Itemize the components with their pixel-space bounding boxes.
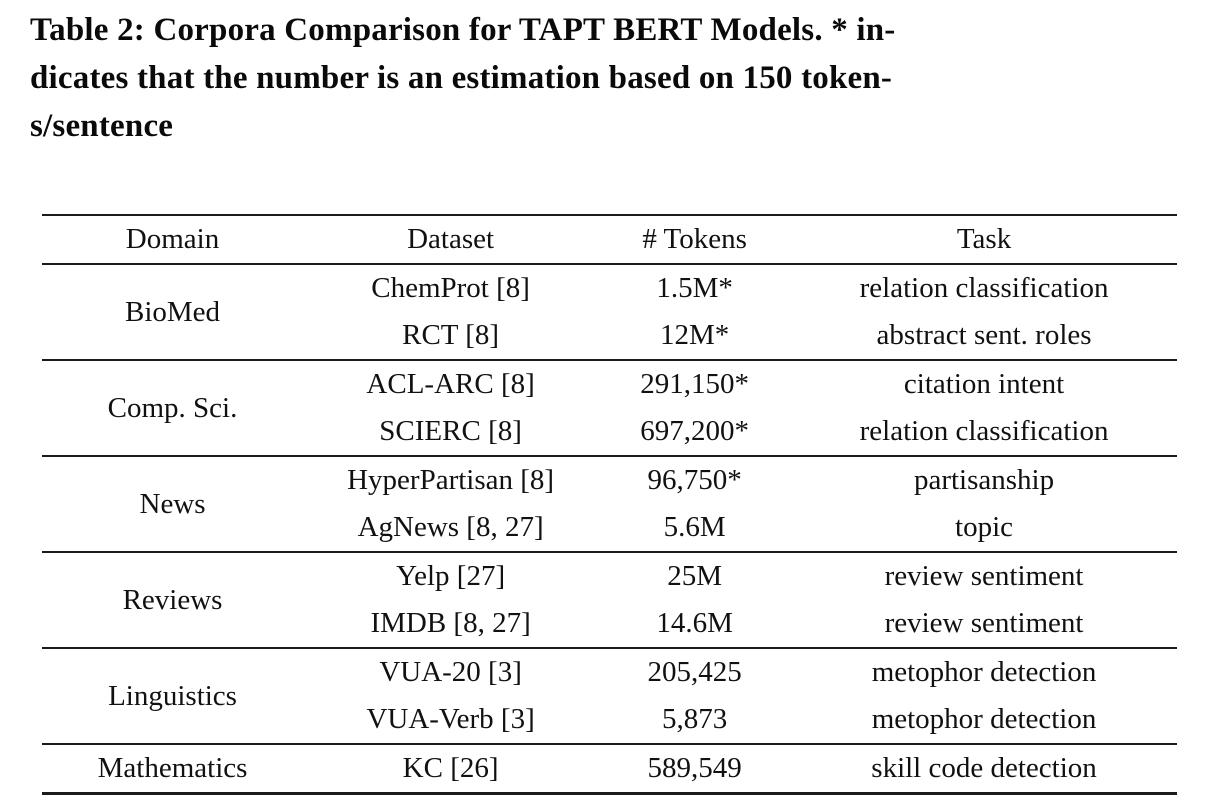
- table-row: IMDB [8, 27] 14.6M review sentiment: [42, 600, 1177, 648]
- table-row: SCIERC [8] 697,200* relation classificatio…: [42, 408, 1177, 456]
- table-row: AgNews [8, 27] 5.6M topic: [42, 504, 1177, 552]
- task-cell: citation intent: [903, 368, 1065, 400]
- table-row: BioMed ChemProt [8] 1.5M* relation classifi…: [42, 264, 1177, 328]
- table-row: VUA-Verb [3] 5,873 metophor detection: [42, 696, 1177, 744]
- table-caption: Table 2: Corpora Comparison for TAPT BER…: [30, 6, 1190, 150]
- tokens-cell: 1.5M*: [656, 272, 733, 304]
- dataset-cell: RCT [8]: [402, 319, 500, 351]
- dataset-cell: KC [26]: [402, 752, 499, 784]
- task-cell: review sentiment: [884, 560, 1084, 592]
- table-row: News HyperPartisan [8] 96,750* partisanship: [42, 456, 1177, 520]
- domain-group-comp-sci: Comp. Sci. ACL-ARC [8] 291,150* citation in…: [42, 360, 1177, 456]
- domain-cell: News: [139, 487, 206, 520]
- domain-cell: BioMed: [124, 295, 221, 328]
- task-cell: metophor detection: [871, 703, 1097, 735]
- table-head: Domain Dataset # Tokens Task: [42, 215, 1177, 264]
- task-cell: abstract sent. roles: [876, 319, 1092, 351]
- column-header-dataset: Dataset: [407, 223, 495, 255]
- domain-cell: Linguistics: [108, 679, 237, 712]
- header-row: Domain Dataset # Tokens Task: [42, 215, 1177, 264]
- tokens-cell: 5,873: [661, 703, 728, 735]
- caption-line-2: dicates that the number is an estimation…: [30, 60, 893, 96]
- column-header-domain: Domain: [125, 223, 220, 255]
- tokens-cell: 291,150*: [640, 368, 749, 400]
- tokens-cell: 96,750*: [647, 464, 742, 496]
- column-header-tokens: # Tokens: [642, 223, 747, 255]
- domain-group-mathematics: Mathematics KC [26] 589,549 skill code dete…: [42, 744, 1177, 794]
- domain-group-news: News HyperPartisan [8] 96,750* partisanship…: [42, 456, 1177, 552]
- table-row: RCT [8] 12M* abstract sent. roles: [42, 312, 1177, 360]
- domain-cell: Comp. Sci.: [107, 391, 238, 424]
- caption-line-3: s/sentence: [30, 108, 174, 144]
- dataset-cell: AgNews [8, 27]: [357, 511, 544, 543]
- domain-group-reviews: Reviews Yelp [27] 25M review sentiment IMDB …: [42, 552, 1177, 648]
- tokens-cell: 5.6M: [663, 511, 726, 543]
- table-row: Linguistics VUA-20 [3] 205,425 metophor det…: [42, 648, 1177, 712]
- tokens-cell: 25M: [667, 560, 722, 592]
- task-cell: partisanship: [913, 464, 1055, 496]
- dataset-cell: VUA-Verb [3]: [366, 703, 535, 735]
- tokens-cell: 14.6M: [656, 607, 733, 639]
- column-header-task: Task: [956, 223, 1012, 255]
- table-row: Mathematics KC [26] 589,549 skill code dete…: [42, 744, 1177, 794]
- tokens-cell: 697,200*: [640, 415, 749, 447]
- dataset-cell: ACL-ARC [8]: [366, 368, 535, 400]
- tokens-cell: 12M*: [659, 319, 730, 351]
- domain-cell: Reviews: [122, 583, 223, 616]
- task-cell: metophor detection: [871, 656, 1097, 688]
- dataset-cell: Yelp [27]: [396, 560, 506, 592]
- caption-line-1: Table 2: Corpora Comparison for TAPT BER…: [30, 12, 896, 48]
- task-cell: relation classification: [859, 272, 1109, 304]
- dataset-cell: ChemProt [8]: [371, 272, 530, 304]
- task-cell: relation classification: [859, 415, 1109, 447]
- task-cell: skill code detection: [871, 752, 1097, 784]
- task-cell: review sentiment: [884, 607, 1084, 639]
- domain-group-linguistics: Linguistics VUA-20 [3] 205,425 metophor det…: [42, 648, 1177, 744]
- domain-group-biomed: BioMed ChemProt [8] 1.5M* relation classifi…: [42, 264, 1177, 360]
- corpora-comparison-table: Domain Dataset # Tokens Task BioMed ChemP…: [42, 214, 1177, 795]
- dataset-cell: SCIERC [8]: [379, 415, 522, 447]
- domain-cell: Mathematics: [97, 752, 248, 784]
- table-row: Reviews Yelp [27] 25M review sentiment: [42, 552, 1177, 616]
- task-cell: topic: [955, 511, 1014, 543]
- dataset-cell: IMDB [8, 27]: [370, 607, 531, 639]
- dataset-cell: HyperPartisan [8]: [347, 464, 555, 496]
- table-row: Comp. Sci. ACL-ARC [8] 291,150* citation in…: [42, 360, 1177, 424]
- tokens-cell: 205,425: [647, 656, 742, 688]
- dataset-cell: VUA-20 [3]: [379, 656, 522, 688]
- tokens-cell: 589,549: [647, 752, 742, 784]
